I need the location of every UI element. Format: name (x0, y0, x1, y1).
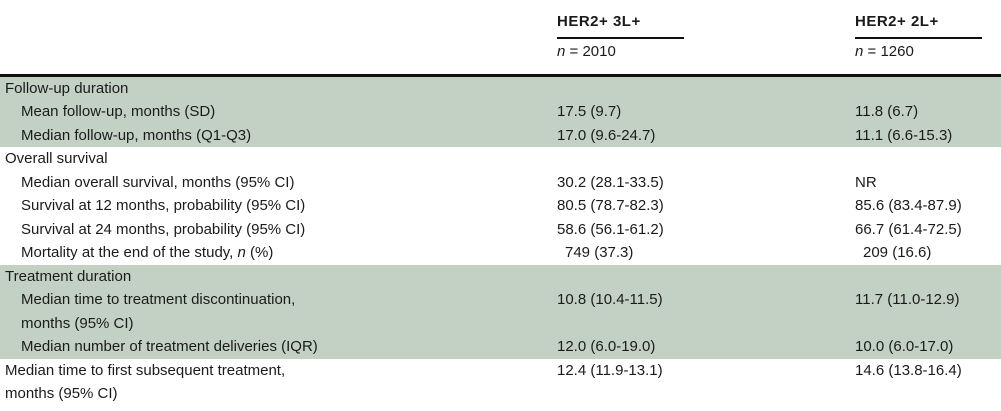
value-cell-2l: 11.7 (11.0-12.9) (855, 288, 1001, 335)
row-label: Median follow-up, months (Q1-Q3) (0, 123, 557, 147)
row-label: Median time to treatment discontinuation… (0, 288, 557, 335)
section-row-overall-survival: Overall survival (0, 147, 1001, 171)
column-header-block: HER2+ 3L+ n = 2010 (557, 0, 855, 60)
column-header-underline: HER2+ 2L+ (855, 13, 982, 39)
value-cell-3l: 10.8 (10.4-11.5) (557, 288, 855, 335)
value-cell-2l: 66.7 (61.4-72.5) (855, 220, 962, 238)
n-value: = 1260 (867, 43, 914, 60)
row-label-line2: months (95% CI) (21, 314, 134, 332)
row-time-to-subsequent-treatment: Median time to first subsequent treatmen… (0, 359, 1001, 406)
column-title: HER2+ 3L+ (557, 13, 641, 30)
row-label-suffix: (%) (245, 244, 274, 261)
row-label: Survival at 24 months, probability (95% … (21, 220, 306, 238)
column-header-3l: HER2+ 3L+ n = 2010 (557, 0, 855, 75)
value-cell-2l: 11.8 (6.7) (855, 100, 1001, 124)
value-cell-3l: 80.5 (78.7-82.3) (557, 197, 664, 214)
value-cell-2l: 11.1 (6.6-15.3) (855, 123, 1001, 147)
value-cell-3l: 12.0 (6.0-19.0) (557, 335, 855, 359)
value-cell-3l: 17.0 (9.6-24.7) (557, 123, 855, 147)
row-mortality: Mortality at the end of the study, n (%)… (0, 241, 1001, 265)
section-label: Follow-up duration (0, 75, 557, 100)
column-header-block: HER2+ 2L+ n = 1260 (855, 0, 1001, 60)
value-cell-2l: 10.0 (6.0-17.0) (855, 335, 1001, 359)
row-treatment-deliveries: Median number of treatment deliveries (I… (0, 335, 1001, 359)
row-label-n-symbol: n (237, 244, 246, 261)
value-cell-3l: 30.2 (28.1-33.5) (557, 173, 664, 191)
value-cell-2l (855, 264, 1001, 288)
section-label: Treatment duration (0, 264, 557, 288)
value-cell-2l (855, 75, 1001, 100)
value-cell-3l: 749 (37.3) (565, 244, 634, 261)
section-label: Overall survival (5, 150, 108, 167)
value-cell-2l: 209 (16.6) (863, 244, 932, 261)
row-mean-follow-up: Mean follow-up, months (SD) 17.5 (9.7) 1… (0, 100, 1001, 124)
row-survival-12-months: Survival at 12 months, probability (95% … (0, 194, 1001, 218)
table-body: Follow-up duration Mean follow-up, month… (0, 75, 1001, 406)
section-row-follow-up-duration: Follow-up duration (0, 75, 1001, 100)
table-header: HER2+ 3L+ n = 2010 HER2+ 2L+ n = 1260 (0, 0, 1001, 75)
value-cell-2l: 85.6 (83.4-87.9) (855, 197, 962, 214)
row-median-overall-survival: Median overall survival, months (95% CI)… (0, 171, 1001, 195)
row-label-line1: Median time to first subsequent treatmen… (5, 361, 286, 379)
section-row-treatment-duration: Treatment duration (0, 264, 1001, 288)
value-cell-3l: 12.4 (11.9-13.1) (557, 361, 663, 379)
value-cell-3l (557, 75, 855, 100)
value-cell-2l: 14.6 (13.8-16.4) (855, 361, 962, 379)
row-survival-24-months: Survival at 24 months, probability (95% … (0, 218, 1001, 242)
row-label: Median time to first subsequent treatmen… (0, 359, 557, 406)
row-label-text: Mortality at the end of the study, (21, 244, 238, 261)
value-cell-3l: 58.6 (56.1-61.2) (557, 220, 664, 238)
value-cell-3l: 17.5 (9.7) (557, 100, 855, 124)
column-header-underline: HER2+ 3L+ (557, 13, 684, 39)
value-cell-3l (557, 264, 855, 288)
column-n-count: n = 2010 (557, 39, 855, 60)
row-label: Mean follow-up, months (SD) (0, 100, 557, 124)
row-label: Survival at 12 months, probability (95% … (21, 197, 306, 214)
row-time-to-discontinuation: Median time to treatment discontinuation… (0, 288, 1001, 335)
column-title: HER2+ 2L+ (855, 13, 939, 30)
row-label-line2: months (95% CI) (5, 385, 118, 402)
row-median-follow-up: Median follow-up, months (Q1-Q3) 17.0 (9… (0, 123, 1001, 147)
value-cell-2l: NR (855, 173, 877, 191)
column-header-2l: HER2+ 2L+ n = 1260 (855, 0, 1001, 75)
row-label-line1: Median time to treatment discontinuation… (21, 291, 296, 308)
value-cell-2l (855, 147, 1001, 171)
header-row: HER2+ 3L+ n = 2010 HER2+ 2L+ n = 1260 (0, 0, 1001, 75)
n-symbol: n (855, 43, 864, 60)
value-cell-3l (557, 147, 855, 171)
row-label: Median number of treatment deliveries (I… (0, 335, 557, 359)
header-spacer-cell (0, 0, 557, 75)
column-n-count: n = 1260 (855, 39, 1001, 60)
row-label: Mortality at the end of the study, n (%) (0, 241, 557, 265)
n-symbol: n (557, 43, 566, 60)
row-label: Median overall survival, months (95% CI) (21, 173, 295, 191)
n-value: = 2010 (569, 43, 616, 60)
